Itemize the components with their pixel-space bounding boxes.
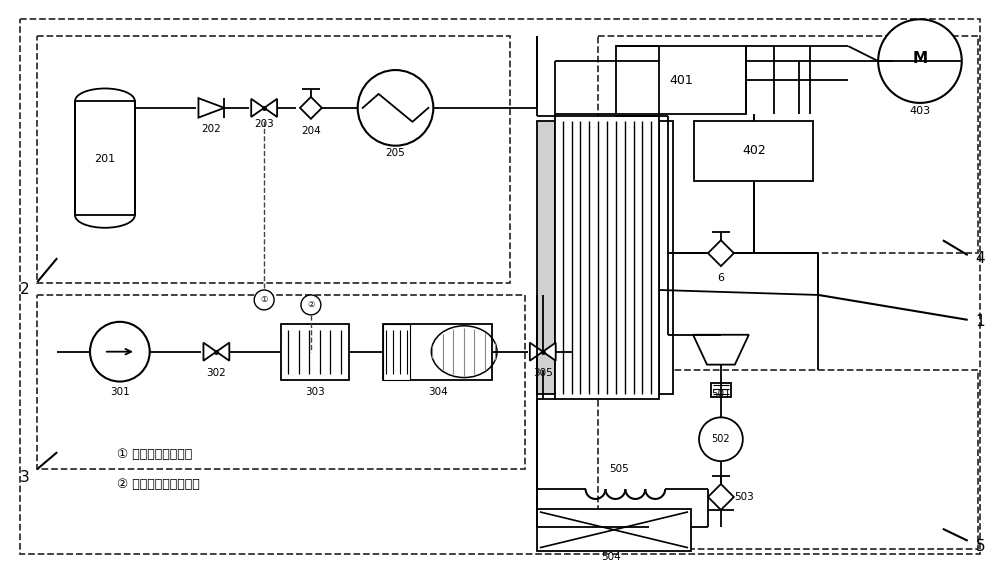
Text: 302: 302 bbox=[207, 368, 226, 378]
Polygon shape bbox=[216, 343, 229, 361]
Text: 2: 2 bbox=[20, 282, 29, 297]
Polygon shape bbox=[264, 99, 277, 117]
Text: 204: 204 bbox=[301, 125, 321, 136]
Text: 502: 502 bbox=[712, 434, 730, 444]
Text: 202: 202 bbox=[202, 124, 221, 134]
Text: 402: 402 bbox=[742, 144, 766, 157]
Text: 401: 401 bbox=[669, 73, 693, 87]
Bar bbox=[37, 36, 510, 283]
Text: ①: ① bbox=[260, 296, 268, 304]
Text: 403: 403 bbox=[909, 106, 931, 116]
Text: 504: 504 bbox=[602, 552, 621, 562]
Bar bbox=[281, 324, 349, 379]
Text: 303: 303 bbox=[305, 387, 325, 398]
Polygon shape bbox=[708, 484, 734, 510]
Bar bbox=[537, 121, 555, 394]
Polygon shape bbox=[251, 99, 264, 117]
Text: 4: 4 bbox=[976, 250, 985, 266]
Text: 203: 203 bbox=[254, 119, 274, 129]
Bar bbox=[659, 121, 673, 394]
Text: 301: 301 bbox=[110, 387, 130, 398]
Bar bbox=[555, 116, 659, 399]
Bar bbox=[694, 121, 813, 180]
Polygon shape bbox=[543, 343, 556, 361]
Polygon shape bbox=[708, 240, 734, 266]
Circle shape bbox=[878, 19, 962, 103]
Circle shape bbox=[301, 295, 321, 315]
Bar bbox=[598, 370, 978, 549]
Bar bbox=[537, 509, 691, 551]
Text: 5: 5 bbox=[976, 539, 985, 554]
Text: M: M bbox=[912, 50, 928, 66]
Text: ② 旁通冷却器和加湿器: ② 旁通冷却器和加湿器 bbox=[117, 477, 200, 490]
Bar bbox=[383, 324, 492, 379]
Bar bbox=[616, 46, 746, 114]
Polygon shape bbox=[693, 335, 749, 364]
Bar bbox=[598, 36, 978, 253]
Text: 3: 3 bbox=[19, 469, 29, 485]
Text: 6: 6 bbox=[717, 273, 724, 283]
Text: 1: 1 bbox=[976, 315, 985, 329]
Circle shape bbox=[90, 322, 150, 382]
Text: 304: 304 bbox=[428, 387, 448, 398]
Text: 205: 205 bbox=[386, 148, 405, 158]
Text: 201: 201 bbox=[94, 154, 115, 164]
Text: 501: 501 bbox=[711, 390, 731, 399]
Text: ① 空气吹扫阳极通道: ① 空气吹扫阳极通道 bbox=[117, 448, 192, 461]
Bar bbox=[383, 324, 410, 379]
Polygon shape bbox=[198, 98, 224, 117]
Circle shape bbox=[699, 417, 743, 461]
Circle shape bbox=[358, 70, 433, 146]
Text: ②: ② bbox=[307, 300, 315, 309]
Text: 503: 503 bbox=[734, 492, 754, 502]
Bar bbox=[75, 101, 135, 215]
Text: 505: 505 bbox=[610, 464, 629, 474]
Bar bbox=[37, 295, 525, 469]
Circle shape bbox=[254, 290, 274, 310]
Polygon shape bbox=[300, 97, 322, 119]
Text: 305: 305 bbox=[533, 368, 553, 378]
Polygon shape bbox=[530, 343, 543, 361]
Bar bbox=[711, 383, 731, 398]
Polygon shape bbox=[203, 343, 216, 361]
